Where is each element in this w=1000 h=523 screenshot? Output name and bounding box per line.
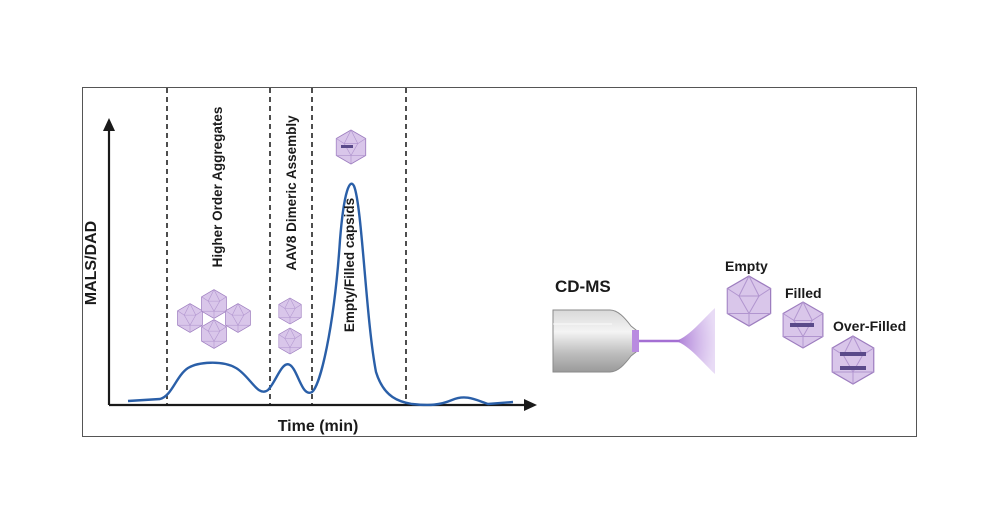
species-label-over-filled: Over-Filled <box>833 318 906 334</box>
x-axis-arrow <box>524 399 537 411</box>
region-label-dimeric: AAV8 Dimeric Assembly <box>284 115 299 271</box>
monomer-capsid-icon <box>335 129 367 165</box>
cdms-title: CD-MS <box>555 277 611 296</box>
region-label-capsids: Empty/Filled capsids <box>342 198 357 332</box>
empty-capsid-icon <box>726 275 772 327</box>
nozzle-icon <box>552 309 639 373</box>
species-label-empty: Empty <box>725 258 768 274</box>
filled-capsid-icon <box>782 301 824 349</box>
dimer-capsid-icon <box>278 297 302 355</box>
y-axis-arrow <box>103 118 115 131</box>
species-label-filled: Filled <box>785 285 822 301</box>
y-axis-label: MALS/DAD <box>83 221 100 305</box>
electrospray-plume-icon <box>639 308 715 374</box>
figure-frame <box>82 87 917 437</box>
x-axis-label: Time (min) <box>278 418 359 435</box>
chart-axes <box>103 118 537 411</box>
chromatogram-trace <box>127 182 514 407</box>
over-filled-capsid-icon <box>831 335 875 385</box>
region-dividers <box>166 88 407 404</box>
aggregate-capsid-cluster-icon <box>177 289 251 349</box>
region-label-aggregates: Higher Order Aggregates <box>210 107 225 268</box>
